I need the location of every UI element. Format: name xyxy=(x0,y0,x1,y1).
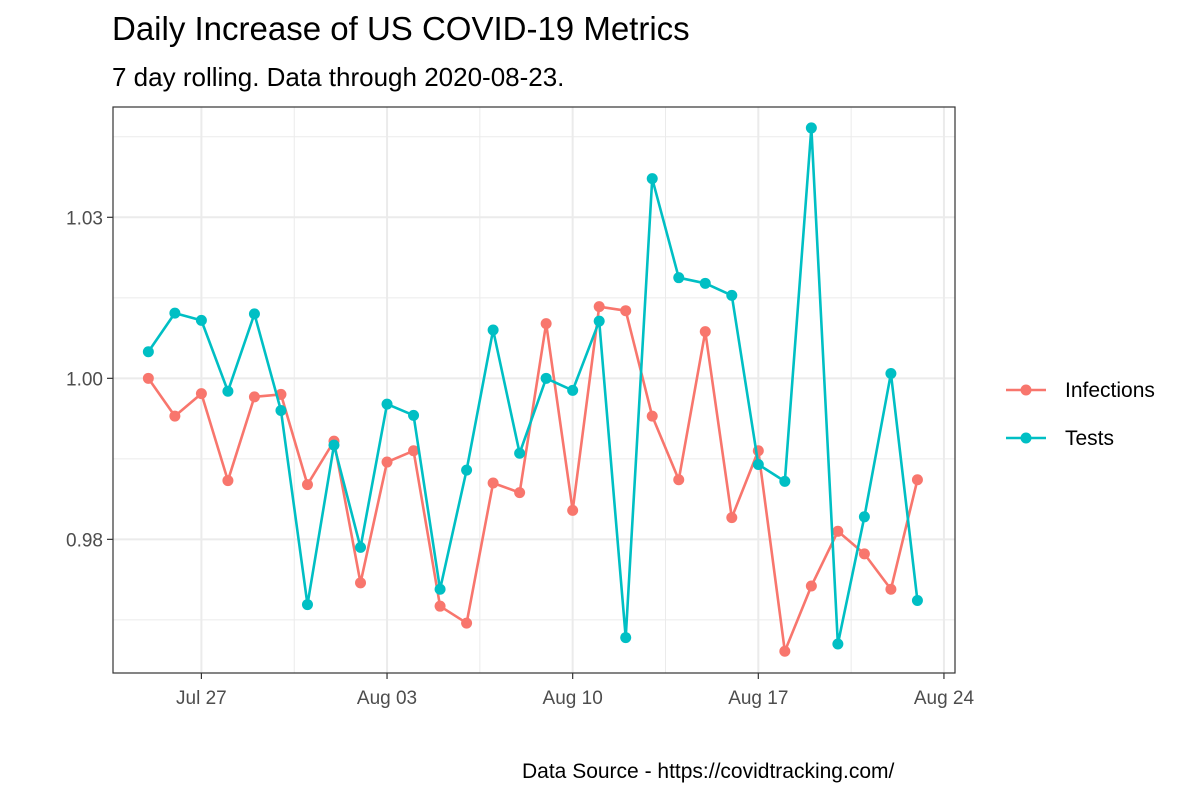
y-tick-label: 0.98 xyxy=(66,530,103,551)
tests-data-point xyxy=(752,458,764,470)
infections-data-point xyxy=(911,474,923,486)
infections-data-point xyxy=(514,487,526,499)
tests-series-line xyxy=(147,126,919,646)
y-tick-label: 1.00 xyxy=(66,369,103,390)
infections-data-point xyxy=(726,512,738,524)
infections-data-point xyxy=(540,318,552,330)
infections-data-point xyxy=(434,600,446,612)
tests-data-point xyxy=(593,315,605,327)
tests-data-point xyxy=(434,583,446,595)
tests-data-point xyxy=(885,367,897,379)
infections-data-point xyxy=(381,456,393,468)
tests-data-point xyxy=(858,511,870,523)
tests-data-point xyxy=(620,632,632,644)
tests-data-point xyxy=(540,372,552,384)
infections-data-point xyxy=(461,617,473,629)
tests-data-point xyxy=(726,289,738,301)
tests-data-point xyxy=(646,173,658,185)
infections-data-point xyxy=(832,525,844,537)
tests-data-point xyxy=(514,447,526,459)
infections-data-point xyxy=(301,479,313,491)
tests-data-point xyxy=(169,307,181,319)
tests-data-point xyxy=(673,272,685,284)
infections-data-point xyxy=(673,474,685,486)
tests-data-point xyxy=(301,599,313,611)
tests-data-point xyxy=(222,385,234,397)
tests-data-point xyxy=(195,314,207,326)
infections-data-point xyxy=(567,504,579,516)
infections-data-point xyxy=(248,391,260,403)
legend-tests-label: Tests xyxy=(1065,427,1114,450)
x-tick-label: Jul 27 xyxy=(176,688,227,709)
tests-data-point xyxy=(248,308,260,320)
y-tick-label: 1.03 xyxy=(66,208,103,229)
tests-data-point xyxy=(142,346,154,358)
x-tick-label: Aug 24 xyxy=(914,688,975,709)
infections-data-point xyxy=(222,475,234,487)
tests-data-point xyxy=(275,405,287,417)
x-tick-label: Aug 10 xyxy=(543,688,603,709)
infections-series-line xyxy=(147,305,919,653)
infections-data-point xyxy=(646,410,658,422)
infections-data-point xyxy=(487,477,499,489)
tests-data-point xyxy=(911,595,923,607)
legend-infections-marker xyxy=(1020,384,1032,396)
x-tick-label: Aug 03 xyxy=(357,688,417,709)
infections-data-point xyxy=(699,326,711,338)
chart-subtitle: 7 day rolling. Data through 2020-08-23. xyxy=(112,62,565,92)
tests-data-point xyxy=(487,324,499,336)
x-tick-label: Aug 17 xyxy=(728,688,788,709)
infections-data-point xyxy=(858,548,870,560)
tests-data-point xyxy=(805,122,817,134)
plot-panel xyxy=(112,106,956,674)
infections-data-point xyxy=(142,372,154,384)
tests-data-point xyxy=(461,464,473,476)
tests-data-point xyxy=(699,277,711,289)
tests-data-point xyxy=(832,638,844,650)
infections-data-point xyxy=(408,445,420,457)
infections-data-point xyxy=(169,410,181,422)
data-source-caption: Data Source - https://covidtracking.com/ xyxy=(522,760,895,783)
chart-title: Daily Increase of US COVID-19 Metrics xyxy=(112,10,690,47)
legend-infections-label: Infections xyxy=(1065,379,1155,402)
tests-data-point xyxy=(779,475,791,487)
infections-data-point xyxy=(779,645,791,657)
infections-data-point xyxy=(885,583,897,595)
infections-data-point xyxy=(593,301,605,313)
tests-data-point xyxy=(355,541,367,553)
infections-data-point xyxy=(620,305,632,317)
tests-data-point xyxy=(567,384,579,396)
infections-data-point xyxy=(195,388,207,400)
legend-tests-marker xyxy=(1020,432,1032,444)
tests-data-point xyxy=(381,398,393,410)
tests-data-point xyxy=(408,409,420,421)
tests-data-point xyxy=(328,439,340,451)
infections-data-point xyxy=(805,580,817,592)
infections-data-point xyxy=(355,577,367,589)
